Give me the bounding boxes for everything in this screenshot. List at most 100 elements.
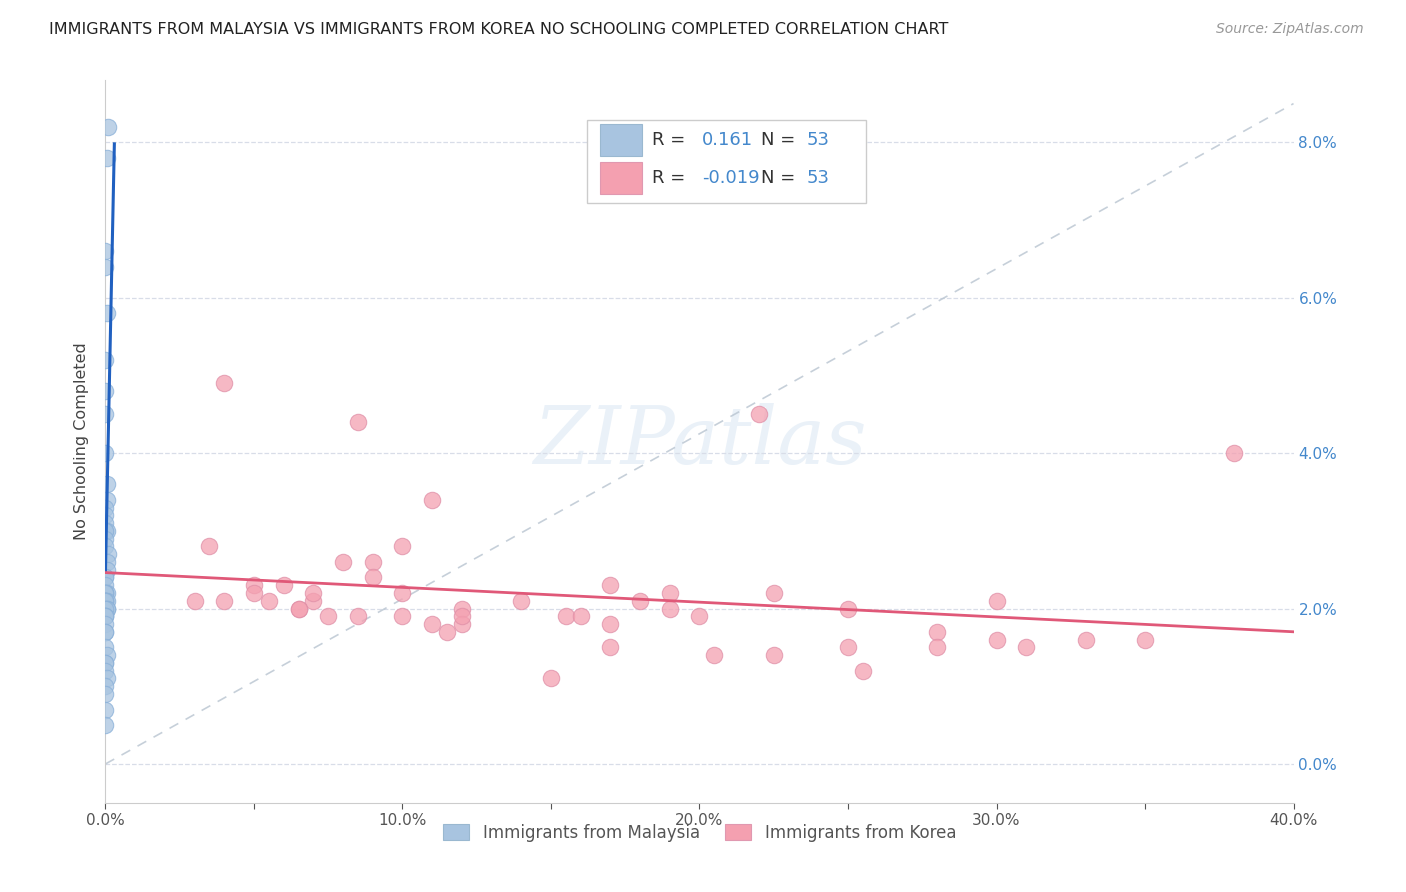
Text: IMMIGRANTS FROM MALAYSIA VS IMMIGRANTS FROM KOREA NO SCHOOLING COMPLETED CORRELA: IMMIGRANTS FROM MALAYSIA VS IMMIGRANTS F… — [49, 22, 949, 37]
Point — [748, 408, 770, 422]
Point — [762, 648, 785, 663]
Point — [302, 586, 325, 600]
Point — [94, 594, 117, 608]
Text: R =: R = — [652, 131, 690, 149]
Point — [450, 617, 472, 632]
Point — [94, 664, 117, 678]
Point — [94, 516, 117, 530]
Point — [347, 415, 370, 429]
Point — [1223, 446, 1246, 460]
Point — [94, 244, 117, 259]
Point — [94, 532, 117, 546]
Point — [97, 120, 120, 134]
Point — [94, 524, 117, 538]
Point — [96, 306, 118, 320]
Point — [97, 547, 120, 561]
Point — [762, 586, 785, 600]
Point — [183, 594, 205, 608]
Point — [94, 609, 117, 624]
Point — [599, 617, 621, 632]
Point — [96, 672, 118, 686]
Point — [94, 609, 117, 624]
Point — [94, 594, 117, 608]
Point — [347, 609, 370, 624]
Point — [94, 524, 117, 538]
Point — [94, 586, 117, 600]
Text: -0.019: -0.019 — [702, 169, 759, 186]
Point — [243, 578, 266, 592]
Point — [94, 508, 117, 523]
Point — [420, 617, 443, 632]
Point — [198, 540, 221, 554]
Text: 0.161: 0.161 — [702, 131, 754, 149]
Point — [94, 570, 117, 584]
Point — [96, 555, 118, 569]
Point — [94, 687, 117, 701]
Point — [703, 648, 725, 663]
Point — [391, 540, 413, 554]
Point — [94, 594, 117, 608]
Text: N =: N = — [761, 169, 801, 186]
Point — [96, 477, 118, 491]
Point — [94, 624, 117, 639]
Point — [837, 601, 859, 615]
Point — [986, 632, 1008, 647]
Point — [94, 640, 117, 655]
Point — [287, 601, 309, 615]
Point — [628, 594, 651, 608]
Point — [214, 376, 236, 391]
Point — [658, 601, 681, 615]
Point — [96, 648, 118, 663]
Point — [94, 609, 117, 624]
Point — [94, 578, 117, 592]
Point — [1015, 640, 1038, 655]
Point — [599, 640, 621, 655]
Point — [96, 586, 118, 600]
Point — [450, 601, 472, 615]
Point — [94, 586, 117, 600]
Point — [450, 609, 472, 624]
Text: R =: R = — [652, 169, 690, 186]
Point — [94, 656, 117, 670]
Point — [96, 601, 118, 615]
Point — [361, 570, 384, 584]
Point — [287, 601, 309, 615]
Point — [96, 601, 118, 615]
Point — [94, 586, 117, 600]
Point — [94, 718, 117, 732]
Point — [510, 594, 533, 608]
FancyBboxPatch shape — [600, 162, 643, 194]
Point — [94, 702, 117, 716]
Point — [94, 656, 117, 670]
Point — [927, 624, 949, 639]
Point — [94, 540, 117, 554]
Point — [837, 640, 859, 655]
Point — [420, 492, 443, 507]
Point — [361, 555, 384, 569]
Point — [391, 609, 413, 624]
Point — [316, 609, 339, 624]
Point — [273, 578, 295, 592]
Point — [1133, 632, 1156, 647]
FancyBboxPatch shape — [600, 124, 643, 156]
Text: Source: ZipAtlas.com: Source: ZipAtlas.com — [1216, 22, 1364, 37]
Text: ZIPatlas: ZIPatlas — [533, 403, 866, 480]
Point — [554, 609, 576, 624]
Point — [569, 609, 592, 624]
Point — [302, 594, 325, 608]
Point — [257, 594, 280, 608]
Point — [96, 524, 118, 538]
Text: 53: 53 — [807, 169, 830, 186]
Point — [94, 617, 117, 632]
Point — [436, 624, 458, 639]
Point — [332, 555, 354, 569]
Point — [94, 624, 117, 639]
Text: N =: N = — [761, 131, 801, 149]
Point — [96, 594, 118, 608]
Point — [658, 586, 681, 600]
Point — [94, 601, 117, 615]
FancyBboxPatch shape — [586, 120, 866, 203]
Point — [927, 640, 949, 655]
Point — [94, 500, 117, 515]
Point — [94, 679, 117, 693]
